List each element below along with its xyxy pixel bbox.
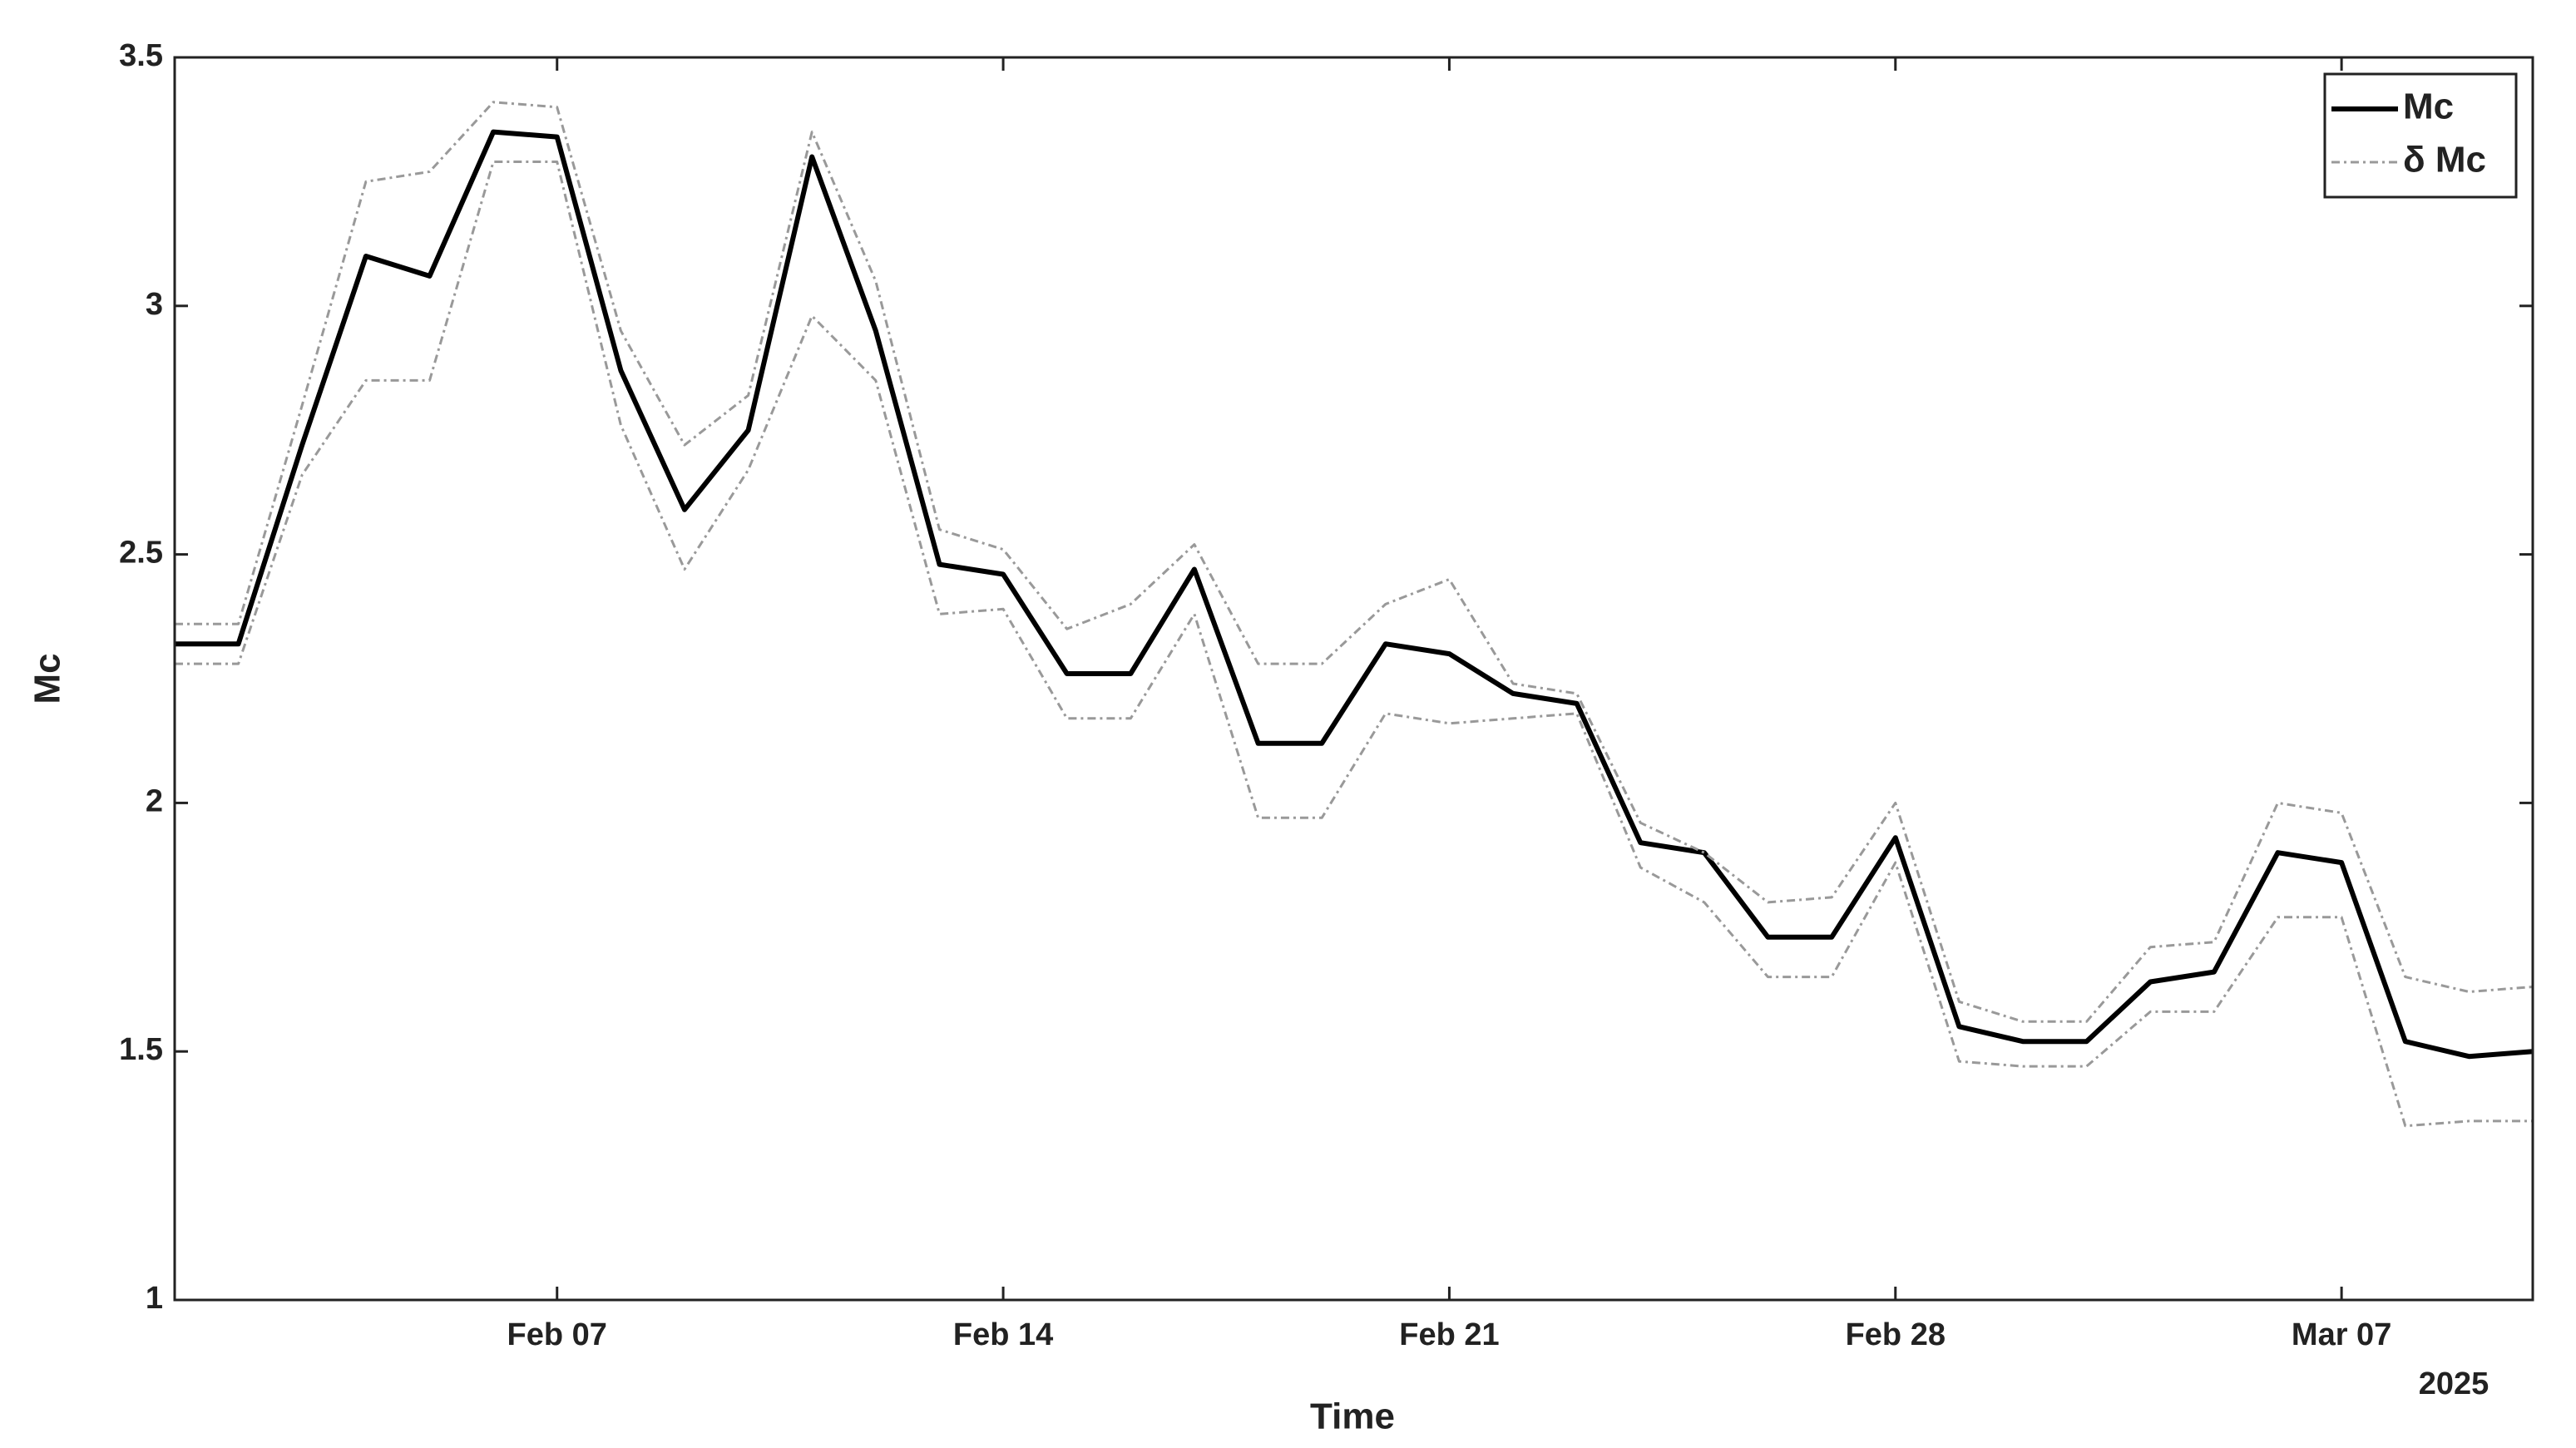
- y-tick-label: 1: [146, 1281, 163, 1316]
- legend-label: Mc: [2403, 86, 2454, 127]
- y-tick-label: 2: [146, 783, 163, 818]
- series-line: [175, 101, 2534, 1023]
- y-tick-label: 1.5: [119, 1032, 163, 1067]
- x-tick-label: Feb 21: [1399, 1317, 1499, 1352]
- series-line: [175, 129, 2534, 1060]
- x-tick-label: Mar 07: [2292, 1317, 2391, 1352]
- series-line: [175, 161, 2533, 1128]
- x-tick-label: Feb 28: [1846, 1317, 1946, 1352]
- x-axis-label: Time: [1310, 1396, 1395, 1437]
- legend-label: δ Mc: [2403, 140, 2486, 180]
- y-tick-label: 3: [146, 287, 163, 322]
- x-tick-label: Feb 14: [953, 1317, 1053, 1352]
- x-secondary-label: 2025: [2419, 1366, 2489, 1401]
- y-tick-label: 2.5: [119, 536, 163, 571]
- y-tick-label: 3.5: [119, 38, 163, 73]
- x-tick-label: Feb 07: [507, 1317, 607, 1352]
- legend-box: [2323, 72, 2518, 199]
- plot-frame: [173, 56, 2534, 1302]
- y-axis-label: Mc: [27, 653, 68, 704]
